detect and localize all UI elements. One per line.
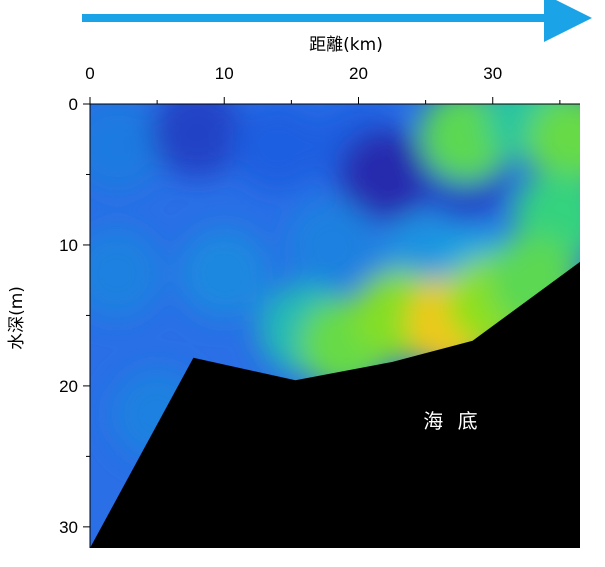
x-axis-title: 距離(km) <box>309 35 383 55</box>
y-tick-label-10: 10 <box>59 236 78 255</box>
x-tick-label-10: 10 <box>215 64 234 83</box>
seabed-label: 海 底 <box>423 409 481 433</box>
heat-cell-8 <box>527 104 580 186</box>
heat-cell-4 <box>339 128 432 221</box>
plot-area <box>90 104 580 548</box>
y-tick-label-0: 0 <box>69 95 78 114</box>
y-tick-label-30: 30 <box>59 518 78 537</box>
x-tick-label-20: 20 <box>349 64 368 83</box>
heat-cell-1 <box>151 104 244 179</box>
axes: 0 10 20 30 0 10 20 30 <box>59 64 580 548</box>
heat-cell-11 <box>178 227 271 320</box>
x-tick-label-0: 0 <box>85 64 94 83</box>
y-tick-label-20: 20 <box>59 377 78 396</box>
heat-cell-12 <box>285 198 378 291</box>
heat-cell-0 <box>90 104 163 193</box>
heat-cell-2 <box>231 104 324 193</box>
y-axis-title: 水深(m) <box>7 286 27 350</box>
seabed-polygon <box>90 261 580 548</box>
heat-cell-10 <box>90 227 163 320</box>
x-tick-label-30: 30 <box>483 64 502 83</box>
annotations: 海 底 <box>423 409 481 433</box>
